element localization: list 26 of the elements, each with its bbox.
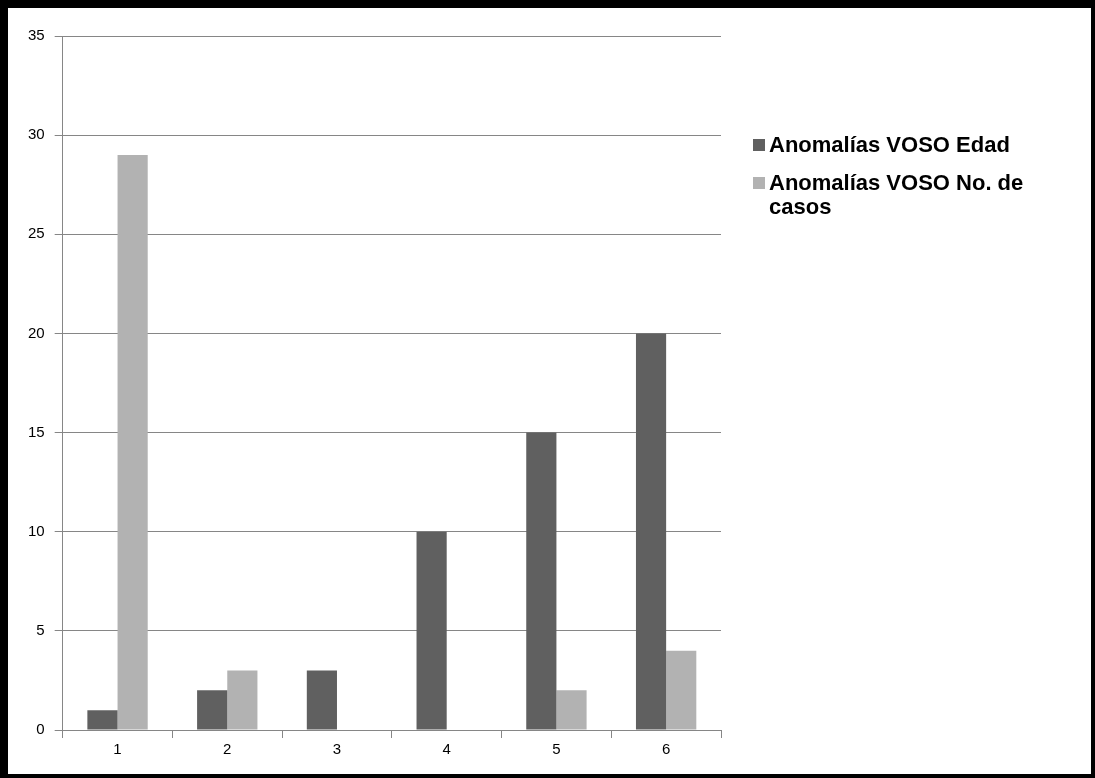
y-tick-label: 30 xyxy=(28,125,45,143)
y-tick-label: 0 xyxy=(36,720,45,738)
y-tick-label: 10 xyxy=(28,521,45,539)
legend-label: Anomalías VOSO No. de casos xyxy=(769,170,1025,219)
bar xyxy=(416,531,447,730)
x-tick-label: 2 xyxy=(223,740,232,758)
x-tick-label: 6 xyxy=(661,740,671,758)
y-tick-label: 20 xyxy=(28,323,45,341)
bar xyxy=(87,710,118,730)
bar xyxy=(635,333,667,730)
bar xyxy=(306,670,337,730)
x-tick-label: 4 xyxy=(442,740,451,758)
bar xyxy=(227,670,258,730)
x-tick-label: 3 xyxy=(332,740,342,758)
x-tick-label: 5 xyxy=(552,740,561,758)
y-tick-label: 25 xyxy=(28,224,45,242)
y-tick-label: 15 xyxy=(28,422,45,440)
legend-label: Anomalías VOSO Edad xyxy=(769,132,1010,157)
y-tick-label: 35 xyxy=(28,26,45,44)
bar xyxy=(117,154,148,730)
y-tick-label: 5 xyxy=(36,621,45,638)
bar xyxy=(666,650,697,730)
x-tick-label: 1 xyxy=(113,740,122,758)
bar xyxy=(556,690,587,730)
bar xyxy=(197,690,228,730)
bar xyxy=(526,432,557,730)
